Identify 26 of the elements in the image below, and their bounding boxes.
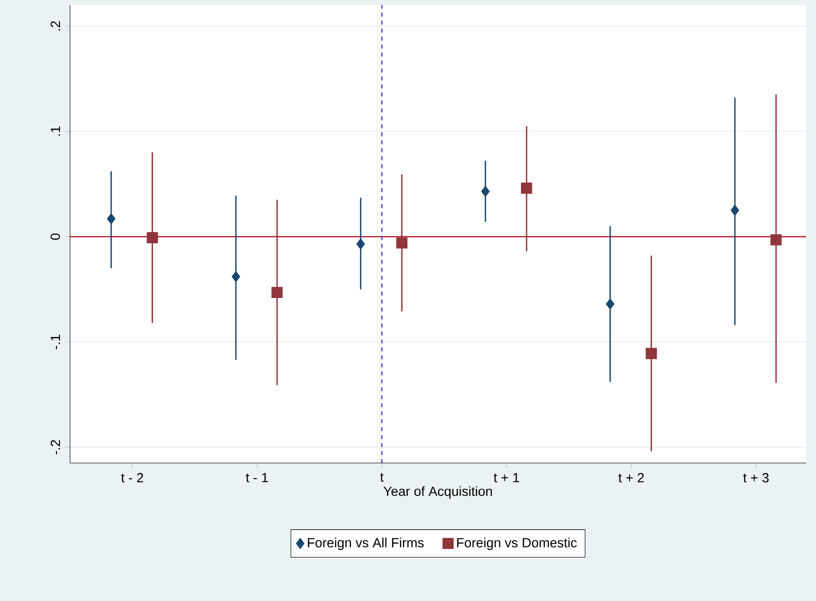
point [356,238,365,250]
point [646,348,657,360]
legend-label: Foreign vs Domestic [457,538,577,550]
point [481,186,490,197]
point [106,213,116,224]
point [606,298,614,310]
y-tick-label: -.2 [50,440,60,454]
y-tick-label: .1 [50,126,60,136]
point [146,232,158,244]
legend-label: Foreign vs All Firms [308,538,424,550]
point [730,204,740,216]
x-tick-label: t + 2 [618,473,644,482]
point [396,237,408,249]
x-tick-label: t - 1 [246,473,268,482]
y-tick-label: .2 [50,21,60,30]
x-tick-label: t - 2 [121,473,144,482]
point [232,271,240,282]
point [520,182,532,194]
x-tick-label: t + 3 [743,473,769,482]
y-tick-label: -.1 [50,334,60,350]
y-tick-label: 0 [50,233,60,240]
point [770,234,782,246]
x-axis-title: Year of Acquisition [384,486,492,499]
point [272,286,283,298]
x-tick-label: t [380,473,384,482]
x-tick-label: t + 1 [494,473,520,482]
